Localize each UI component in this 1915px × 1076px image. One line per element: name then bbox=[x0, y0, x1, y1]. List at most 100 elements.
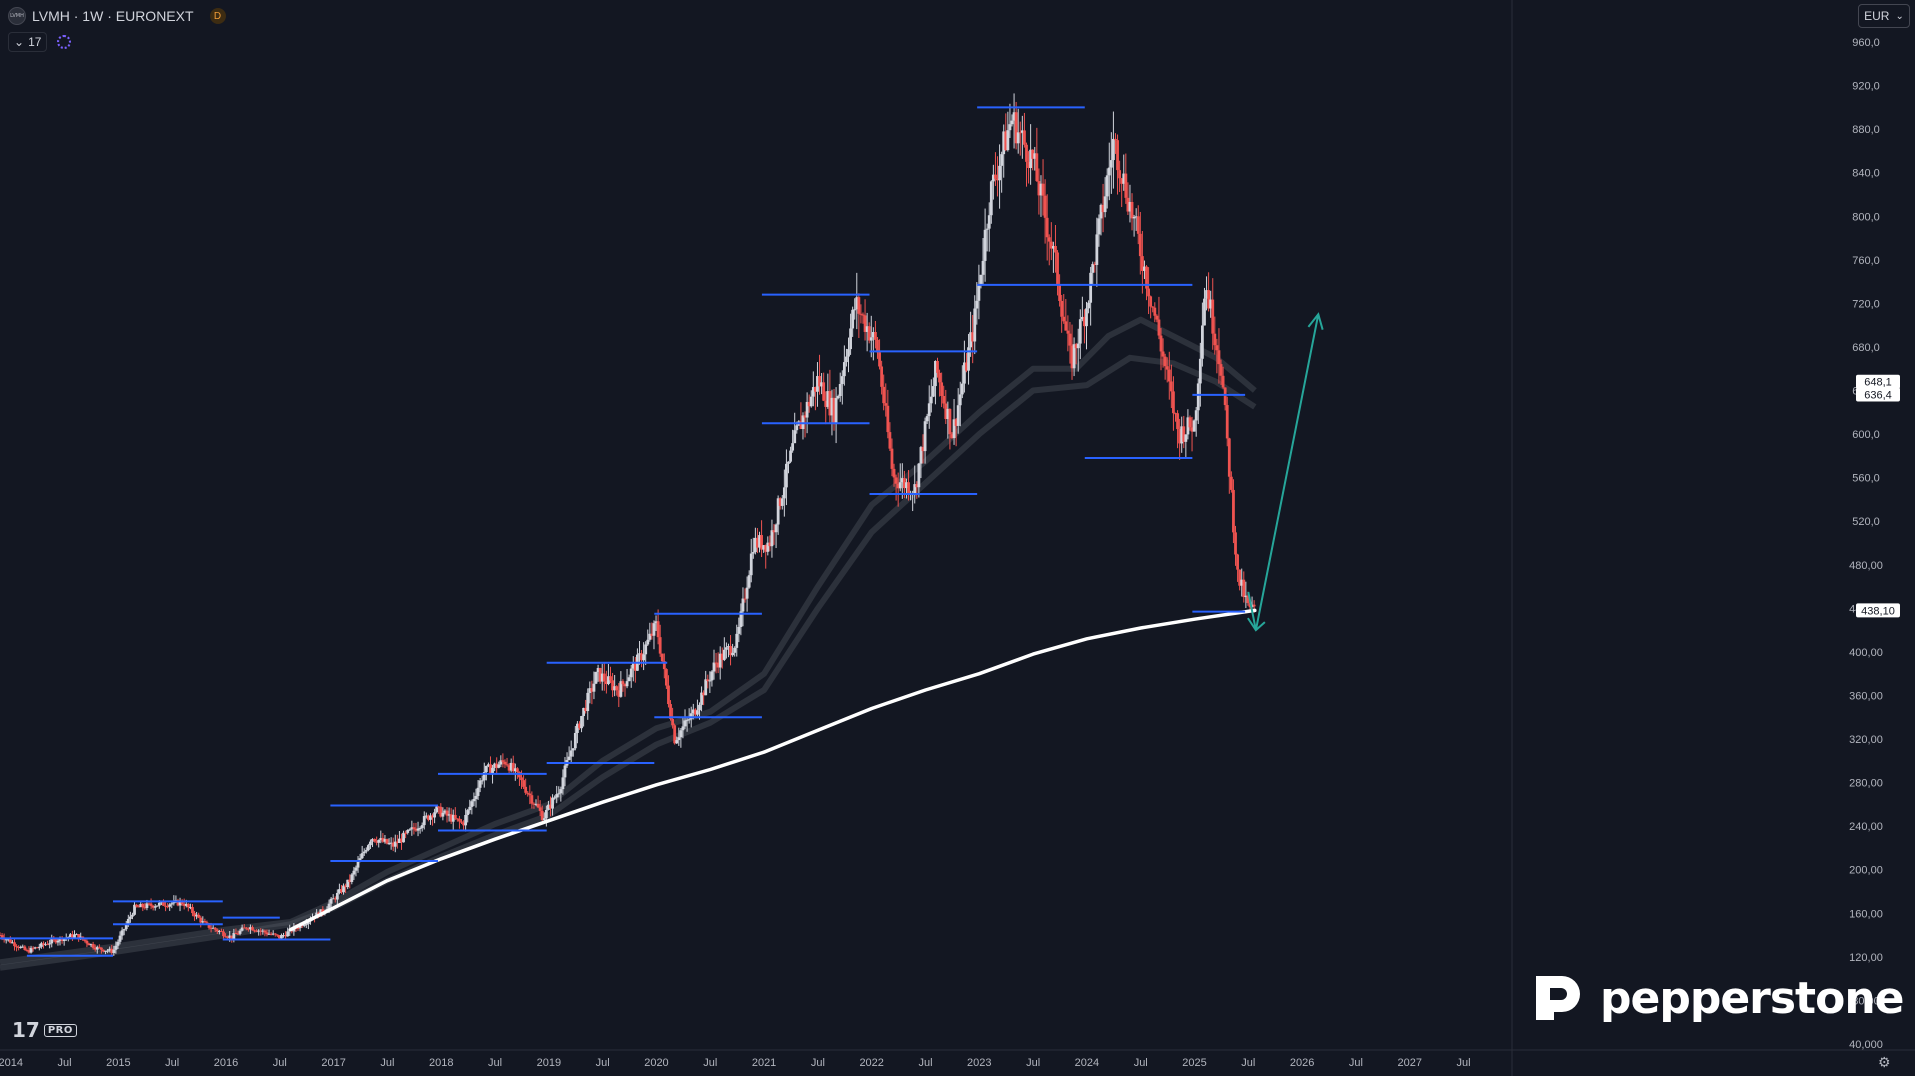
candle-body bbox=[19, 946, 23, 948]
settings-gear-icon[interactable]: ⚙ bbox=[1878, 1054, 1891, 1070]
y-tick-label: 600,0 bbox=[1852, 429, 1880, 441]
candle-body bbox=[919, 447, 923, 464]
indicator-loading-icon[interactable] bbox=[57, 35, 72, 49]
candle-body bbox=[923, 421, 927, 452]
candle-body bbox=[426, 815, 430, 820]
candle-body bbox=[1159, 335, 1163, 352]
candle-body bbox=[998, 165, 1001, 181]
candle-body bbox=[981, 260, 985, 275]
candle-body bbox=[269, 933, 273, 935]
pepperstone-wordmark: pepperstone bbox=[1600, 972, 1904, 1024]
candle-body bbox=[238, 930, 242, 934]
candle-body bbox=[629, 668, 633, 678]
candle-body bbox=[896, 483, 900, 489]
candle-body bbox=[900, 478, 904, 483]
candle-body bbox=[199, 917, 203, 923]
candle-body bbox=[433, 812, 437, 818]
candle-body bbox=[727, 646, 730, 648]
candle-body bbox=[50, 938, 54, 944]
candle-body bbox=[251, 927, 254, 931]
candle-body bbox=[1008, 124, 1012, 131]
candle-body bbox=[455, 818, 459, 820]
candle-body bbox=[470, 801, 474, 807]
candle-body bbox=[83, 939, 87, 941]
candle-body bbox=[75, 934, 78, 936]
candle-body bbox=[631, 663, 635, 669]
candle-body bbox=[180, 901, 184, 904]
symbol-title[interactable]: LVMH · 1W · EURONEXT bbox=[32, 8, 194, 24]
y-tick-label: 360,00 bbox=[1849, 690, 1883, 702]
candle-body bbox=[466, 810, 470, 815]
candle-body bbox=[530, 795, 534, 804]
candle-body bbox=[335, 892, 339, 900]
candle-body bbox=[1016, 132, 1020, 144]
candle-body bbox=[54, 939, 58, 943]
candle-body bbox=[1225, 405, 1229, 439]
candle-body bbox=[222, 931, 225, 937]
candle-body bbox=[526, 792, 530, 794]
candle-body bbox=[824, 400, 828, 407]
candle-body bbox=[8, 939, 12, 943]
candle-body bbox=[772, 530, 776, 533]
candle-body bbox=[377, 839, 381, 843]
candle-body bbox=[811, 387, 815, 397]
x-tick-label: Jul bbox=[488, 1057, 502, 1069]
candle-body bbox=[791, 443, 795, 451]
candle-body bbox=[735, 633, 739, 648]
candle-body bbox=[1244, 595, 1248, 598]
candle-body bbox=[4, 939, 8, 941]
candle-body bbox=[1012, 112, 1016, 121]
candle-body bbox=[774, 524, 778, 533]
candle-body bbox=[803, 415, 807, 418]
candle-body bbox=[333, 898, 337, 900]
candle-body bbox=[46, 944, 49, 946]
candle-body bbox=[267, 933, 271, 935]
candle-body bbox=[128, 916, 132, 919]
candle-body bbox=[1194, 410, 1198, 421]
delayed-data-badge[interactable]: D bbox=[209, 8, 226, 24]
price-label-text: 438,10 bbox=[1861, 605, 1895, 617]
candle-body bbox=[1006, 130, 1010, 151]
candle-body bbox=[513, 768, 517, 772]
candle-body bbox=[729, 646, 732, 656]
candle-body bbox=[991, 174, 995, 182]
candle-body bbox=[795, 425, 799, 431]
candle-body bbox=[876, 339, 879, 353]
x-tick-label: Jul bbox=[1457, 1057, 1471, 1069]
candle-body bbox=[249, 927, 252, 930]
candle-body bbox=[1219, 364, 1223, 376]
candle-body bbox=[296, 927, 300, 929]
candle-body bbox=[451, 814, 455, 822]
y-tick-label: 720,0 bbox=[1852, 298, 1880, 310]
currency-button[interactable]: EUR ⌄ bbox=[1858, 4, 1910, 28]
candle-body bbox=[1033, 153, 1037, 159]
moving-average-main bbox=[288, 608, 1257, 932]
candle-body bbox=[743, 598, 747, 600]
candle-body bbox=[969, 332, 973, 348]
candle-body bbox=[414, 828, 418, 831]
candle-body bbox=[1029, 149, 1033, 168]
x-tick-label: Jul bbox=[380, 1057, 394, 1069]
candle-body bbox=[6, 939, 10, 941]
indicators-toggle-button[interactable]: ⌄ 17 bbox=[8, 32, 48, 52]
candle-body bbox=[205, 922, 209, 924]
candle-body bbox=[619, 681, 623, 697]
candle-body bbox=[983, 229, 987, 261]
candle-body bbox=[1184, 434, 1188, 442]
candle-body bbox=[613, 686, 617, 691]
candle-body bbox=[706, 679, 710, 682]
candle-body bbox=[168, 904, 172, 907]
tradingview-logo[interactable]: 17 PRO bbox=[12, 1018, 77, 1042]
candle-body bbox=[764, 545, 768, 552]
candle-body bbox=[381, 837, 385, 842]
y-tick-label: 80,00 bbox=[1852, 995, 1880, 1007]
candle-body bbox=[184, 903, 188, 906]
candle-body bbox=[658, 637, 662, 654]
candle-body bbox=[166, 906, 170, 908]
y-tick-label: 920,0 bbox=[1852, 81, 1880, 93]
candle-body bbox=[1167, 369, 1171, 382]
candle-body bbox=[484, 765, 488, 773]
x-tick-label: Jul bbox=[1349, 1057, 1363, 1069]
candle-body bbox=[209, 927, 213, 929]
